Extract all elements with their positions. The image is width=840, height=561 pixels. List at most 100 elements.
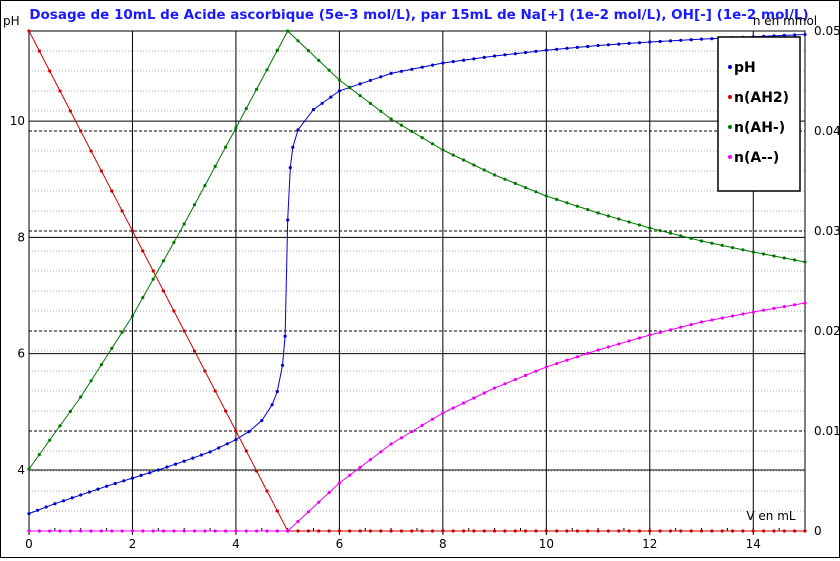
data-point xyxy=(265,489,269,493)
data-point xyxy=(244,449,248,453)
data-point xyxy=(524,529,528,533)
legend-marker-ah xyxy=(728,125,732,129)
data-point xyxy=(120,209,124,213)
data-point xyxy=(70,496,74,500)
data-point xyxy=(389,529,393,533)
data-point xyxy=(617,42,621,46)
data-point xyxy=(482,55,486,60)
x-tick-label: 12 xyxy=(642,537,657,551)
data-point xyxy=(224,145,228,149)
data-point xyxy=(679,325,683,329)
series-line xyxy=(28,34,806,515)
data-point xyxy=(410,430,414,434)
data-point xyxy=(122,479,126,483)
data-point xyxy=(192,203,197,207)
data-point xyxy=(225,442,229,446)
data-point xyxy=(156,468,160,472)
data-point xyxy=(379,529,383,533)
data-point xyxy=(668,231,673,235)
data-point xyxy=(679,234,683,238)
series-n(AH-) xyxy=(27,29,807,471)
data-point xyxy=(327,491,331,495)
data-point xyxy=(720,316,724,320)
data-point xyxy=(224,529,228,533)
data-point xyxy=(89,529,93,533)
data-point xyxy=(27,529,31,533)
data-point xyxy=(493,173,497,177)
data-point xyxy=(410,67,414,71)
data-point xyxy=(275,48,279,53)
data-point xyxy=(534,49,538,53)
data-point xyxy=(451,153,455,157)
data-point xyxy=(255,87,259,91)
data-point xyxy=(120,330,124,334)
data-point xyxy=(741,312,745,316)
data-point xyxy=(296,39,300,43)
data-point xyxy=(555,362,559,366)
data-point xyxy=(420,136,424,140)
data-point xyxy=(524,50,528,55)
data-point xyxy=(586,208,590,212)
data-point xyxy=(793,33,797,37)
data-point xyxy=(203,529,207,533)
data-point xyxy=(689,236,693,240)
data-point xyxy=(689,529,693,533)
data-point xyxy=(617,342,621,346)
data-point xyxy=(503,53,507,57)
data-point xyxy=(306,529,310,533)
data-point xyxy=(544,194,548,198)
data-point xyxy=(27,511,31,516)
data-point xyxy=(244,107,248,111)
data-point xyxy=(668,529,673,533)
y-tick-label-left: 8 xyxy=(17,230,25,244)
data-point xyxy=(606,529,611,533)
data-point xyxy=(534,190,538,194)
data-point xyxy=(37,453,41,457)
data-point xyxy=(286,529,290,533)
data-point xyxy=(199,453,203,457)
data-point xyxy=(555,197,559,201)
data-point xyxy=(637,41,642,45)
data-point xyxy=(151,277,155,281)
data-point xyxy=(79,529,83,533)
data-point xyxy=(99,169,103,173)
data-point xyxy=(399,529,404,533)
x-tick-label: 6 xyxy=(336,537,344,551)
data-point xyxy=(161,259,166,263)
x-axis-label: V en mL xyxy=(746,509,796,523)
data-point xyxy=(291,145,295,149)
data-point xyxy=(606,43,611,47)
data-point xyxy=(762,529,766,533)
series-line xyxy=(29,302,806,532)
data-point xyxy=(462,401,466,405)
data-point xyxy=(782,529,786,533)
data-point xyxy=(430,529,435,533)
legend-box xyxy=(717,36,801,192)
data-point xyxy=(320,101,324,105)
data-point xyxy=(141,249,145,253)
data-point xyxy=(586,529,590,533)
data-point xyxy=(68,529,72,533)
data-point xyxy=(27,467,31,471)
data-point xyxy=(182,529,186,533)
data-point xyxy=(565,529,569,533)
data-point xyxy=(234,126,238,130)
data-point xyxy=(751,250,755,254)
data-point xyxy=(596,529,600,533)
data-point xyxy=(555,47,559,51)
data-point xyxy=(275,389,279,394)
data-point xyxy=(658,330,662,334)
data-point xyxy=(575,204,580,208)
data-point xyxy=(586,351,590,355)
data-point xyxy=(565,201,569,205)
y-tick-label-right: 0.02 xyxy=(814,324,839,338)
data-point xyxy=(58,529,62,533)
data-point xyxy=(441,61,445,65)
data-point xyxy=(224,409,228,413)
grid xyxy=(29,31,805,531)
data-point xyxy=(524,186,528,190)
data-point xyxy=(110,346,114,350)
data-point xyxy=(555,529,559,533)
data-point xyxy=(596,348,600,352)
series-line xyxy=(28,30,806,470)
